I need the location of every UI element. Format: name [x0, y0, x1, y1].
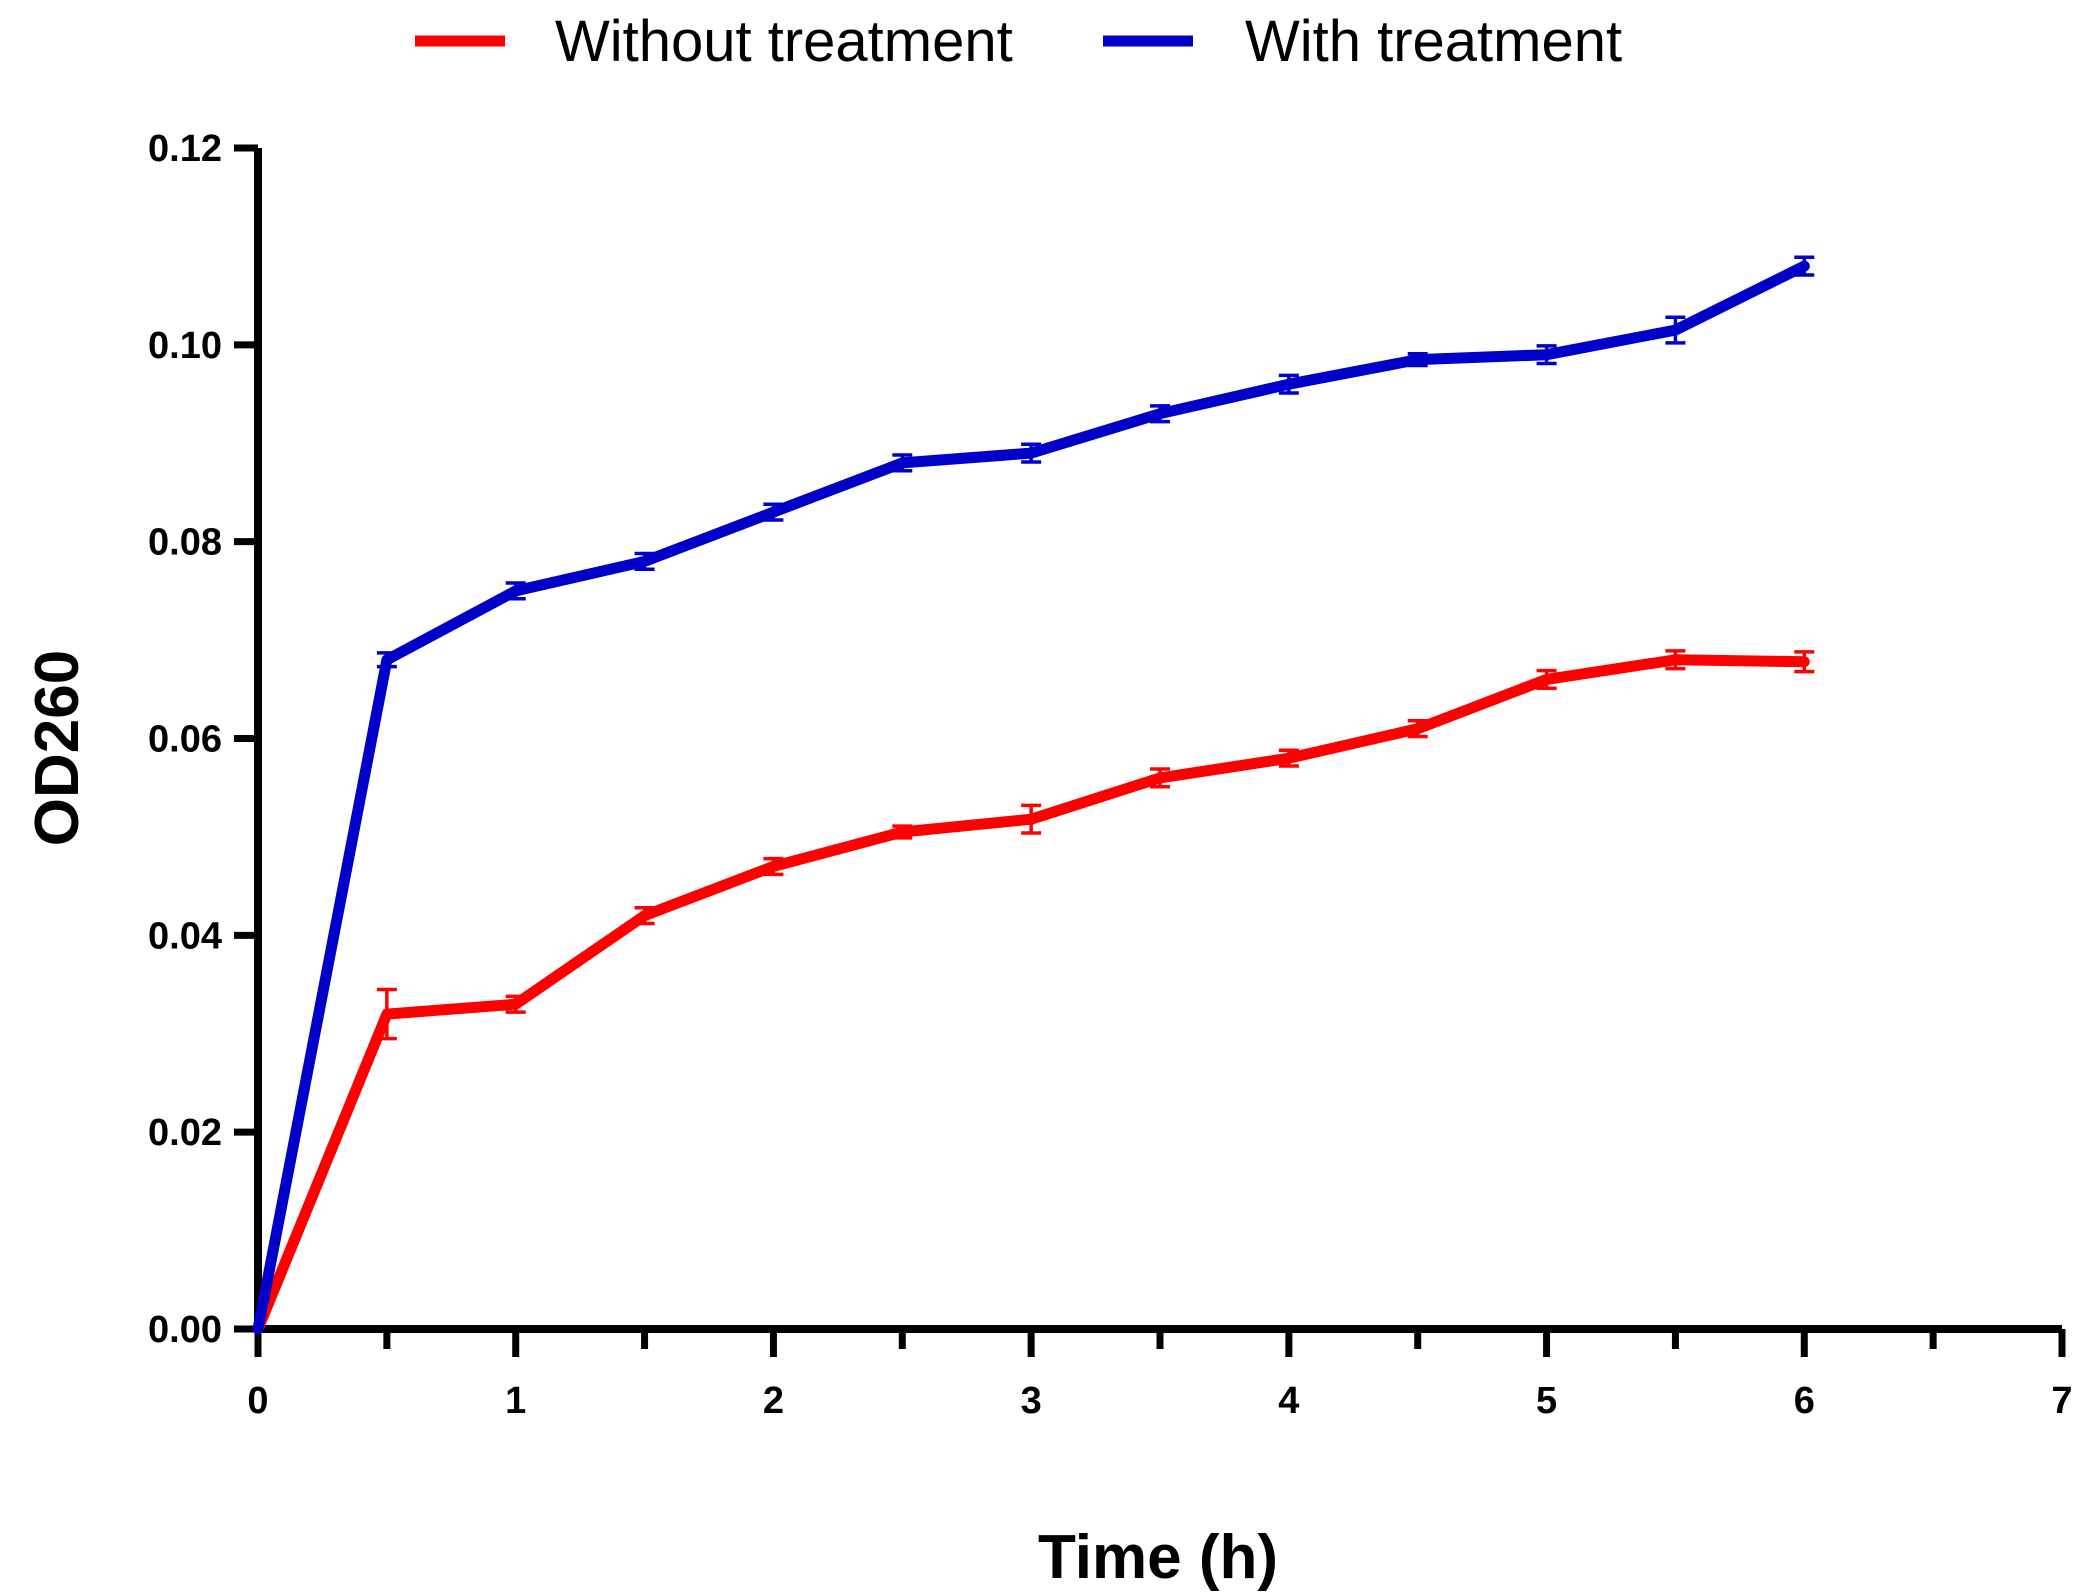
- x-tick-label: 7: [2051, 1380, 2072, 1422]
- x-tick-label: 5: [1536, 1380, 1557, 1422]
- error-bar: [634, 906, 655, 926]
- x-tick-label: 1: [505, 1380, 526, 1422]
- error-bar: [1665, 315, 1686, 345]
- error-bar: [1021, 803, 1042, 835]
- legend: Without treatment With treatment: [415, 9, 1622, 74]
- error-bar: [1021, 442, 1042, 464]
- error-bar: [1794, 255, 1815, 277]
- series-without-treatment: [252, 649, 1815, 1335]
- y-tick-label: 0.00: [148, 1309, 222, 1351]
- error-bar: [1150, 767, 1170, 789]
- error-bar: [1665, 649, 1686, 671]
- x-axis-title: Time (h): [1038, 1523, 1278, 1592]
- error-bar: [892, 453, 913, 473]
- legend-label-with-treatment: With treatment: [1245, 9, 1622, 74]
- axes: [254, 148, 2062, 1333]
- error-bar: [1150, 404, 1170, 424]
- series-line-with-treatment: [252, 260, 1810, 1335]
- y-tick-label: 0.08: [148, 522, 222, 564]
- error-bar: [634, 551, 655, 571]
- series-layer: [252, 255, 1815, 1335]
- x-tick-label: 3: [1021, 1380, 1042, 1422]
- error-bar: [1536, 344, 1557, 366]
- error-bar: [505, 994, 526, 1014]
- y-tick-label: 0.06: [148, 719, 222, 761]
- error-bar: [505, 581, 526, 601]
- error-bar: [763, 502, 784, 522]
- y-ticks: 0.00 0.02 0.04 0.06 0.08 0.10 0.12: [148, 128, 258, 1351]
- error-bar: [892, 824, 913, 840]
- y-axis-title: OD260: [23, 650, 92, 846]
- error-bar: [1536, 668, 1557, 691]
- x-tick-label: 4: [1278, 1380, 1299, 1422]
- x-tick-label: 0: [247, 1380, 268, 1422]
- y-tick-label: 0.12: [148, 128, 222, 170]
- x-ticks: 0 1 2 3 4 5 6 7: [247, 1329, 2073, 1422]
- error-bar: [763, 856, 784, 877]
- error-bar: [376, 651, 397, 669]
- series-with-treatment: [252, 255, 1815, 1335]
- y-tick-label: 0.02: [148, 1112, 222, 1154]
- series-line-without-treatment: [252, 654, 1810, 1335]
- error-bar: [1794, 650, 1815, 674]
- x-tick-label: 2: [763, 1380, 784, 1422]
- legend-label-without-treatment: Without treatment: [555, 9, 1013, 74]
- error-bar: [1278, 748, 1299, 768]
- error-bar: [1407, 351, 1428, 368]
- y-tick-label: 0.04: [148, 915, 222, 957]
- y-tick-label: 0.10: [148, 325, 222, 367]
- error-bar: [1407, 719, 1428, 739]
- x-tick-label: 6: [1794, 1380, 1815, 1422]
- error-bar: [1278, 373, 1299, 395]
- error-bar: [376, 987, 397, 1041]
